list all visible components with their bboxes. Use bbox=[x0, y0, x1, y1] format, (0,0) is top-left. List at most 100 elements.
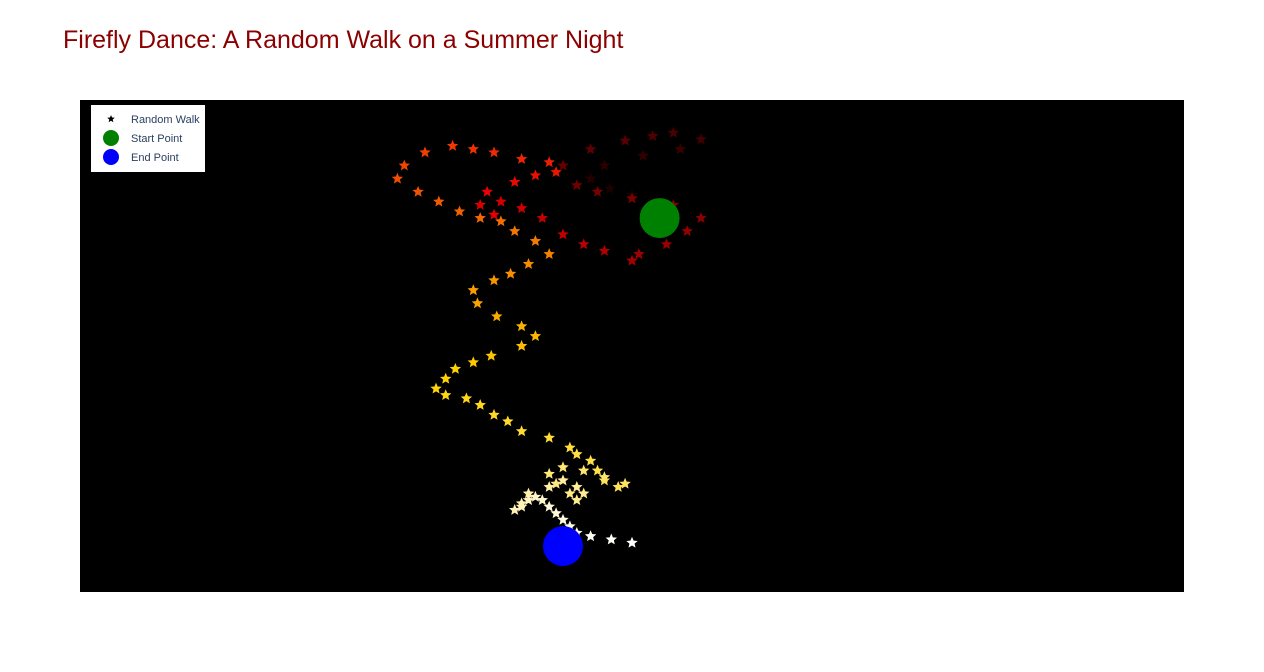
walk-point bbox=[584, 530, 597, 542]
walk-point bbox=[598, 244, 611, 256]
walk-point bbox=[488, 146, 500, 158]
walk-point bbox=[543, 156, 555, 168]
walk-point bbox=[619, 477, 631, 489]
walk-point bbox=[660, 238, 673, 250]
walk-point bbox=[557, 513, 569, 525]
walk-point bbox=[495, 215, 507, 227]
walk-point bbox=[412, 185, 424, 197]
legend-circle-icon bbox=[103, 130, 119, 146]
walk-point bbox=[391, 172, 404, 184]
walk-point bbox=[681, 225, 693, 237]
walk-point bbox=[488, 274, 500, 286]
legend[interactable]: Random Walk Start Point End Point bbox=[91, 105, 205, 172]
walk-point bbox=[536, 494, 549, 506]
walk-point bbox=[626, 254, 638, 266]
walk-point bbox=[695, 133, 707, 145]
walk-point bbox=[508, 176, 521, 187]
walk-point bbox=[491, 310, 503, 322]
walk-point bbox=[598, 474, 611, 486]
walk-point bbox=[591, 464, 604, 476]
walk-point bbox=[449, 362, 462, 374]
walk-point bbox=[564, 441, 576, 453]
walk-point bbox=[571, 481, 583, 492]
legend-item-random-walk[interactable]: Random Walk bbox=[107, 114, 200, 126]
legend-item-start-point[interactable]: Start Point bbox=[103, 130, 182, 146]
walk-point bbox=[619, 134, 631, 146]
walk-point bbox=[598, 159, 611, 171]
legend-label: Start Point bbox=[131, 133, 182, 145]
start-end-markers bbox=[543, 198, 680, 567]
walk-point bbox=[439, 372, 452, 384]
walk-point bbox=[557, 228, 569, 240]
walk-point bbox=[515, 500, 528, 512]
walk-point bbox=[508, 225, 521, 237]
walk-point bbox=[605, 533, 618, 545]
walk-point bbox=[626, 192, 638, 204]
walk-point bbox=[504, 267, 517, 279]
walk-point bbox=[433, 195, 445, 207]
chart-title: Firefly Dance: A Random Walk on a Summer… bbox=[63, 26, 624, 54]
end-point-marker bbox=[543, 526, 583, 567]
walk-point bbox=[467, 143, 480, 155]
walk-point bbox=[550, 166, 562, 178]
legend-label: Random Walk bbox=[131, 114, 200, 126]
walk-point bbox=[446, 139, 459, 151]
walk-point bbox=[536, 212, 549, 223]
walk-point bbox=[529, 330, 542, 342]
walk-point bbox=[485, 349, 497, 361]
walk-point bbox=[529, 235, 542, 246]
walk-point bbox=[522, 258, 535, 269]
walk-point bbox=[474, 198, 486, 210]
walk-point bbox=[571, 494, 583, 506]
walk-point bbox=[529, 169, 542, 181]
legend-star-icon bbox=[107, 115, 115, 123]
walk-point bbox=[467, 284, 480, 296]
walk-point bbox=[543, 248, 555, 260]
walk-point bbox=[667, 126, 680, 138]
walk-point bbox=[488, 408, 500, 420]
walk-point bbox=[674, 143, 687, 155]
walk-point bbox=[577, 464, 590, 476]
walk-point bbox=[604, 182, 616, 194]
walk-point bbox=[419, 146, 431, 158]
walk-point bbox=[543, 431, 555, 443]
walk-point bbox=[584, 143, 597, 155]
walk-point bbox=[557, 461, 569, 473]
legend-label: End Point bbox=[131, 152, 179, 164]
walk-point bbox=[637, 149, 649, 161]
walk-point bbox=[571, 448, 583, 460]
walk-point bbox=[460, 392, 473, 404]
legend-circle-icon bbox=[103, 149, 119, 165]
start-point-marker bbox=[639, 198, 680, 239]
legend-item-end-point[interactable]: End Point bbox=[103, 149, 179, 165]
walk-point bbox=[564, 487, 576, 499]
walk-point bbox=[571, 179, 583, 191]
walk-point bbox=[522, 494, 535, 506]
walk-point bbox=[471, 297, 484, 309]
walk-point bbox=[488, 208, 500, 220]
walk-point bbox=[646, 130, 659, 141]
walk-point bbox=[584, 454, 597, 466]
walk-point bbox=[502, 415, 514, 427]
walk-point bbox=[577, 238, 590, 250]
walk-point bbox=[508, 504, 521, 515]
walk-point bbox=[515, 202, 528, 214]
random-walk-series bbox=[391, 126, 707, 548]
walk-point bbox=[495, 195, 507, 207]
walk-point bbox=[550, 507, 562, 519]
walk-point bbox=[515, 320, 528, 332]
walk-point bbox=[557, 474, 569, 486]
walk-point bbox=[515, 425, 528, 437]
walk-point bbox=[543, 467, 555, 479]
walk-point bbox=[584, 172, 597, 184]
walk-point bbox=[481, 185, 493, 197]
walk-point bbox=[557, 159, 569, 171]
walk-point bbox=[467, 356, 480, 368]
walk-point bbox=[612, 481, 624, 492]
walk-point bbox=[633, 248, 645, 260]
walk-point bbox=[515, 340, 528, 351]
walk-point bbox=[543, 500, 555, 512]
walk-point bbox=[695, 212, 707, 223]
